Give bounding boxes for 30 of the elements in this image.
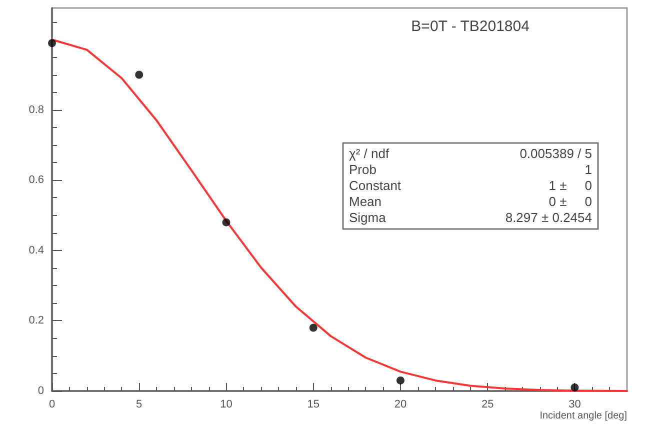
y-tick-label: 0.4 xyxy=(28,244,44,256)
x-tick-label: 10 xyxy=(220,398,232,410)
point xyxy=(570,383,579,392)
point xyxy=(222,218,230,226)
point xyxy=(135,70,144,79)
x-tick-label: 15 xyxy=(307,398,320,410)
annotation: 1 xyxy=(584,162,592,177)
x-tick-label: 5 xyxy=(136,398,142,410)
point xyxy=(396,376,404,384)
annotation: 1 ± 0 xyxy=(548,178,592,193)
annotation: Mean xyxy=(349,194,382,209)
annotation: Constant xyxy=(349,178,402,193)
x-tick-label: 20 xyxy=(394,398,407,410)
point xyxy=(48,39,56,48)
y-tick-label: 0.8 xyxy=(28,104,44,116)
x-axis-title: Incident angle [deg] xyxy=(540,410,628,422)
x-tick-label: 25 xyxy=(481,398,494,410)
text: B=0T - TB201804 xyxy=(411,18,530,35)
y-tick-label: 0 xyxy=(38,385,44,397)
annotation: Prob xyxy=(349,162,376,177)
point xyxy=(309,324,318,332)
x-tick-label: 0 xyxy=(48,398,56,410)
annotation: Sigma xyxy=(349,210,387,225)
annotation: 0 ± 0 xyxy=(548,194,592,209)
annotation: 0.005389 / 5 xyxy=(520,146,592,161)
x-tick-label: 30 xyxy=(568,398,581,410)
y-tick-label: 0.2 xyxy=(28,314,44,327)
annotation: χ² / ndf xyxy=(349,146,390,161)
annotation: 8.297 ± 0.2454 xyxy=(505,210,592,225)
y-tick-label: 0.6 xyxy=(28,174,44,186)
